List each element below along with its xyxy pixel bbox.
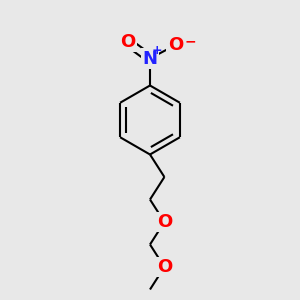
Text: +: + — [151, 44, 162, 58]
Text: O: O — [120, 33, 135, 51]
Text: O: O — [168, 36, 183, 54]
Text: N: N — [142, 50, 158, 68]
Text: O: O — [157, 213, 172, 231]
Text: O: O — [157, 258, 172, 276]
Text: −: − — [184, 34, 196, 48]
